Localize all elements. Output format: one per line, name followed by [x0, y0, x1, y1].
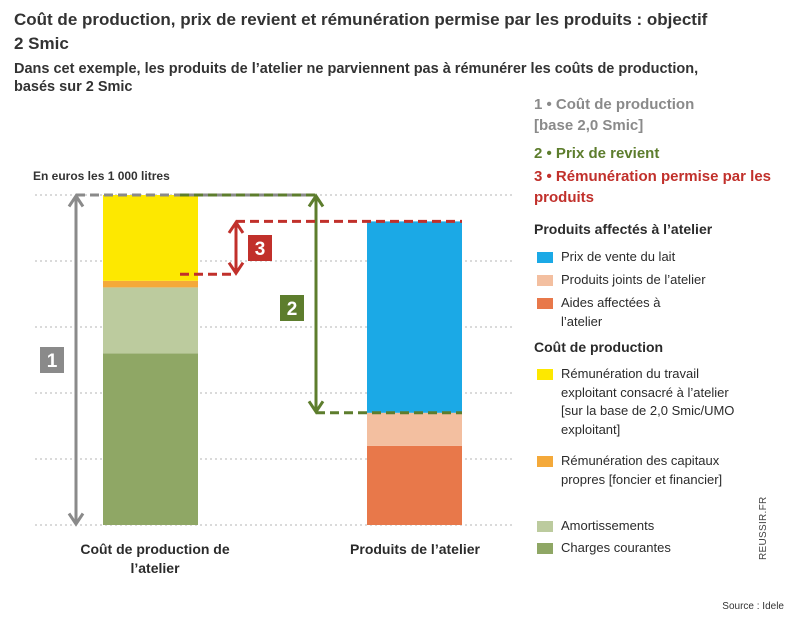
- key-number-2: 2: [534, 145, 543, 162]
- key-number-1: 1: [534, 96, 543, 113]
- bar-segment: [103, 287, 198, 354]
- bar-segment: [367, 445, 462, 525]
- legend-swatch: [537, 252, 553, 263]
- legend-swatch: [537, 521, 553, 532]
- y-unit-label: En euros les 1 000 litres: [33, 169, 170, 183]
- marker-3-arrow-bottom: [227, 261, 245, 276]
- legend-section-products: Produits affectés à l’atelier: [534, 221, 713, 237]
- marker-3-badge-label: 3: [255, 239, 266, 260]
- key-cost-of-production: 1 • Coût de production [base 2,0 Smic]: [534, 94, 734, 136]
- key-remuneration-allowed: 3 • Rémunération permise par les produit…: [534, 166, 774, 208]
- marker-1-badge-label: 1: [47, 351, 58, 372]
- key-number-3: 3: [534, 168, 543, 185]
- bar-segment: [103, 280, 198, 288]
- legend-label: Produits joints de l’atelier: [561, 272, 706, 287]
- marker-2-arrow-bottom: [307, 400, 325, 415]
- key-text-3: • Rémunération permise par les produits: [534, 168, 772, 206]
- source-label: Source : Idele: [722, 601, 784, 612]
- bar-segment: [367, 412, 462, 446]
- legend-label: Amortissements: [561, 518, 655, 533]
- legend-swatch: [537, 369, 553, 380]
- chart-subtitle: Dans cet exemple, les produits de l’atel…: [14, 61, 699, 95]
- legend-swatch: [537, 298, 553, 309]
- legend-label: Rémunération des capitaux propres [fonci…: [561, 453, 723, 487]
- chart-title: Coût de production, prix de revient et r…: [14, 10, 708, 53]
- marker-1-badge-box: [40, 347, 64, 373]
- legend-swatch: [537, 275, 553, 286]
- marker-2-arrow-top: [307, 193, 325, 208]
- marker-3-arrow-top: [227, 219, 245, 234]
- bar-segment: [103, 195, 198, 281]
- x-category-label-cost: Coût de production de l’atelier: [80, 541, 230, 576]
- legend-label: Rémunération du travail exploitant consa…: [561, 366, 735, 437]
- key-text-1: • Coût de production [base 2,0 Smic]: [534, 96, 695, 134]
- marker-2-badge-box: [280, 295, 304, 321]
- legend-swatch: [537, 456, 553, 467]
- bar-segment: [367, 221, 462, 413]
- legend-swatch: [537, 543, 553, 554]
- bar-segment: [103, 353, 198, 525]
- marker-3-badge-box: [248, 235, 272, 261]
- marker-2-badge-label: 2: [287, 299, 298, 320]
- stacked-bar-chart: 1 2 3: [35, 193, 515, 527]
- legend-label: Aides affectées à l’atelier: [561, 295, 661, 329]
- x-category-label-products: Produits de l’atelier: [350, 541, 480, 557]
- legend-label: Prix de vente du lait: [561, 249, 676, 264]
- marker-1-arrow-bottom: [67, 512, 85, 527]
- credit-label: REUSSIR.FR: [758, 496, 769, 560]
- key-cost-price: 2 • Prix de revient: [534, 143, 774, 164]
- legend-label: Charges courantes: [561, 540, 671, 555]
- key-text-2: • Prix de revient: [546, 145, 660, 162]
- legend-section-costs: Coût de production: [534, 339, 664, 355]
